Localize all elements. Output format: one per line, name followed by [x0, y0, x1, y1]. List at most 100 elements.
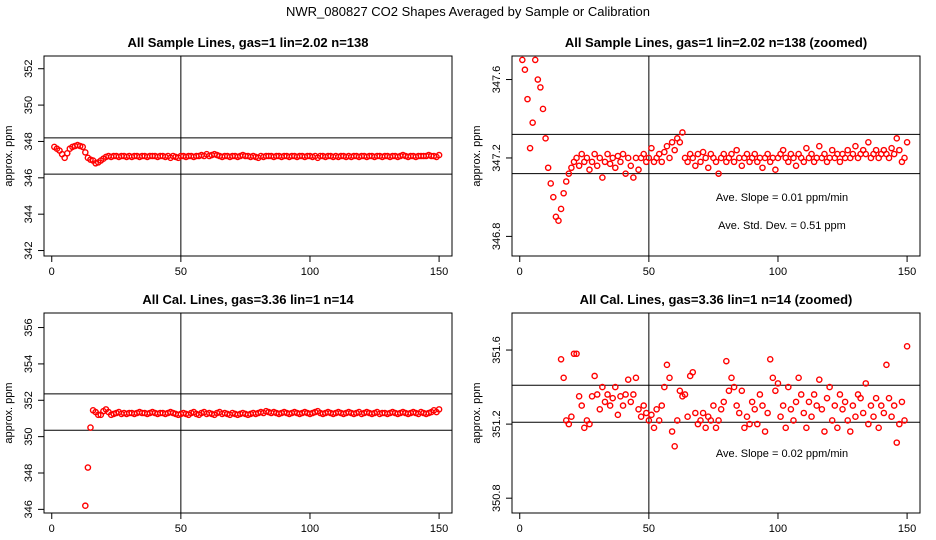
data-point [622, 170, 629, 177]
data-point [565, 170, 573, 177]
data-point [668, 138, 676, 146]
data-point [609, 154, 617, 162]
x-tick-label: 0 [49, 266, 55, 278]
data-point [841, 154, 849, 162]
data-point [813, 154, 821, 162]
data-point [790, 154, 797, 162]
data-point [609, 394, 617, 402]
data-point [738, 162, 746, 170]
x-tick-label: 100 [769, 523, 787, 535]
data-point [599, 174, 606, 181]
data-point [624, 376, 632, 383]
data-point [697, 158, 704, 166]
y-axis-label: approx. ppm [471, 382, 483, 443]
data-point [82, 502, 89, 510]
data-point [821, 428, 828, 435]
data-point [699, 409, 707, 417]
data-point [658, 402, 666, 409]
data-point [857, 394, 864, 402]
data-point [715, 170, 722, 177]
data-point [435, 151, 443, 159]
y-tick-label: 342 [23, 241, 35, 259]
data-point [836, 158, 844, 166]
x-tick-label: 0 [49, 523, 55, 535]
data-point [640, 150, 647, 158]
data-point [844, 417, 851, 424]
data-point [676, 138, 684, 146]
data-point [815, 376, 823, 383]
plot-frame [511, 55, 921, 257]
data-point [754, 420, 761, 428]
data-point [606, 402, 614, 409]
data-point [792, 162, 800, 170]
data-point [601, 158, 609, 166]
data-point [692, 162, 699, 170]
data-point [663, 142, 671, 150]
y-tick-label: 346.8 [491, 223, 503, 251]
y-tick-label: 351.2 [491, 410, 503, 438]
y-axis-label: approx. ppm [3, 382, 15, 443]
data-point [880, 409, 888, 417]
data-point [689, 154, 697, 162]
data-point [529, 119, 536, 126]
x-tick-label: 150 [898, 266, 916, 278]
x-tick-label: 100 [769, 266, 787, 278]
data-point [586, 420, 593, 428]
data-point [637, 413, 645, 421]
data-point [575, 393, 583, 400]
data-point [756, 154, 764, 162]
data-point [630, 391, 637, 398]
data-point [94, 411, 102, 419]
y-tick-label: 348 [23, 464, 35, 482]
data-point [808, 413, 815, 421]
data-point [896, 420, 903, 428]
data-point [524, 95, 531, 103]
data-point [808, 150, 815, 158]
data-point [738, 387, 746, 395]
plot-panel-3: All Cal. Lines, gas=3.36 lin=1 n=14 appro… [3, 292, 453, 535]
y-tick-label: 346 [23, 169, 35, 187]
data-point [593, 162, 601, 170]
data-point [728, 374, 735, 382]
data-point [748, 398, 756, 406]
data-point [599, 383, 606, 391]
data-point [596, 154, 604, 162]
y-tick-label: 350 [23, 96, 35, 114]
data-point [872, 146, 880, 154]
data-point [813, 402, 821, 409]
x-tick-label: 100 [301, 523, 319, 535]
data-point [717, 405, 725, 413]
data-point [655, 417, 663, 424]
data-point [826, 383, 833, 391]
data-point [568, 413, 575, 421]
data-point [435, 406, 443, 413]
data-point [841, 398, 849, 406]
x-tick-label: 50 [175, 523, 187, 535]
data-point [596, 405, 604, 413]
data-point [885, 394, 893, 402]
data-point [560, 374, 567, 382]
data-point [759, 402, 766, 409]
data-point [661, 383, 668, 391]
data-point [704, 164, 712, 172]
plot-frame [511, 312, 921, 514]
data-point [785, 383, 792, 391]
data-point [671, 146, 678, 154]
data-point [725, 387, 733, 395]
data-point [702, 424, 709, 432]
y-axis-label: approx. ppm [471, 125, 483, 186]
data-point [521, 66, 529, 74]
data-point [562, 178, 570, 185]
data-point [803, 144, 810, 152]
data-point [885, 154, 893, 162]
data-point [730, 158, 738, 166]
data-point [568, 164, 575, 172]
data-point [573, 154, 580, 162]
data-point [862, 150, 870, 158]
data-point [630, 174, 637, 181]
data-point [707, 417, 715, 424]
data-point [586, 166, 593, 174]
data-point [735, 154, 743, 162]
data-point [550, 193, 557, 201]
data-point [805, 398, 813, 406]
